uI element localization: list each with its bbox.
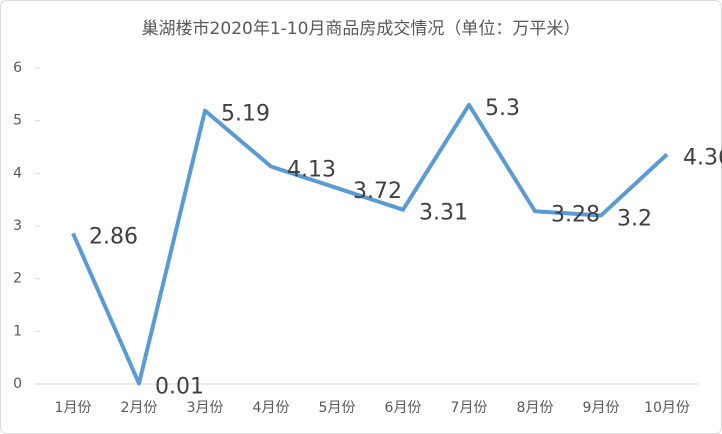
- y-tick-label: 1: [13, 323, 22, 339]
- x-tick-label: 10月份: [644, 400, 690, 416]
- y-tick-label: 2: [13, 271, 22, 287]
- x-tick-label: 6月份: [385, 400, 422, 416]
- data-label: 4.36: [683, 145, 722, 170]
- chart-title: 巢湖楼市2020年1-10月商品房成交情况（单位：万平米）: [142, 19, 581, 39]
- y-tick-label: 0: [13, 376, 22, 392]
- x-tick-label: 8月份: [517, 400, 554, 416]
- x-tick-label: 7月份: [451, 400, 488, 416]
- data-line: [71, 102, 669, 386]
- x-tick-label: 1月份: [55, 400, 92, 416]
- data-label: 3.28: [551, 202, 600, 227]
- data-label: 2.86: [89, 224, 138, 249]
- x-tick-label: 4月份: [253, 400, 290, 416]
- data-label: 5.19: [221, 102, 270, 127]
- data-label: 4.13: [287, 157, 336, 182]
- y-tick-label: 6: [13, 60, 22, 76]
- x-tick-label: 5月份: [319, 400, 356, 416]
- data-label: 3.31: [419, 201, 468, 226]
- x-tick-label: 9月份: [583, 400, 620, 416]
- data-label: 3.2: [617, 206, 652, 231]
- data-label: 0.01: [155, 374, 204, 399]
- data-label: 5.3: [485, 96, 520, 121]
- y-tick-label: 5: [13, 113, 22, 129]
- y-tick-label: 3: [13, 218, 22, 234]
- y-tick-label: 4: [13, 165, 22, 181]
- x-tick-label: 2月份: [121, 400, 158, 416]
- x-tick-label: 3月份: [187, 400, 224, 416]
- data-label: 3.72: [353, 179, 402, 204]
